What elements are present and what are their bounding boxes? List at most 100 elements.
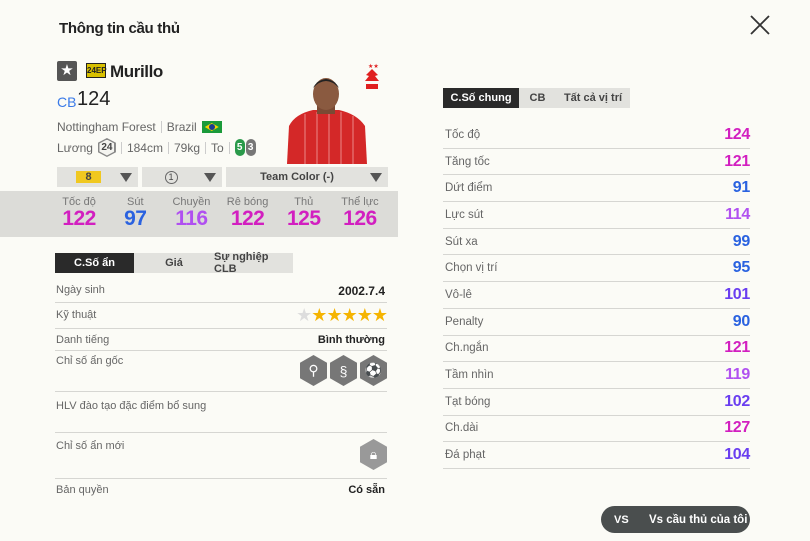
summary-stat-label: Sút <box>127 196 144 208</box>
svg-text:★★: ★★ <box>368 63 379 70</box>
divider <box>205 141 206 154</box>
summary-stat: Thể lực 126 <box>334 191 386 237</box>
summary-stat: Tốc độ 122 <box>53 191 105 237</box>
stat-label: Ch.ngắn <box>445 342 489 355</box>
label: Chỉ số ẩn mới <box>56 440 125 452</box>
divider <box>160 121 162 133</box>
tab[interactable]: Sự nghiệp CLB <box>214 251 293 275</box>
stat-value: 104 <box>724 446 750 464</box>
trait-icon-long-throw[interactable]: ⚲ <box>300 355 327 386</box>
team-color-dropdown[interactable]: Team Color (-) <box>226 167 388 187</box>
chevron-down-icon <box>370 173 382 182</box>
summary-stat-value: 125 <box>287 207 321 230</box>
club-nation-line: Nottingham Forest Brazil <box>57 120 222 134</box>
salary-label: Lương <box>57 140 93 155</box>
tab[interactable]: C.Số chung <box>443 88 519 108</box>
stat-value: 114 <box>725 205 750 223</box>
stats-list: Tốc độ 124 Tăng tốc 121 Dứt điểm 91 Lực sút 114… <box>443 122 750 469</box>
stat-label: Sút xa <box>445 235 478 248</box>
height: 184cm <box>126 140 163 155</box>
divider <box>228 141 230 154</box>
stat-label: Penalty <box>445 315 484 328</box>
row-coach: HLV đào tạo đặc điểm bổ sung <box>55 392 387 433</box>
row-reputation: Danh tiếng Bình thường <box>55 329 387 351</box>
skill-stars: ★★★★★★ <box>296 305 388 326</box>
stat-row: Tốc độ 124 <box>443 122 750 149</box>
stat-value: 102 <box>724 392 750 410</box>
summary-stat-value: 97 <box>124 207 147 230</box>
tab[interactable]: Tất cả vị trí <box>556 88 630 108</box>
season-badge: 24EP <box>86 63 107 78</box>
upgrade-level-dropdown[interactable]: 8 <box>57 167 138 187</box>
license-value: Có sẵn <box>348 484 385 496</box>
summary-stat-label: Thể lực <box>341 196 379 208</box>
star-icon: ★ <box>311 305 327 325</box>
label: Kỹ thuật <box>56 309 97 321</box>
tab[interactable]: CB <box>519 88 556 108</box>
stat-label: Vô-lê <box>445 288 472 301</box>
weight: 79kg <box>173 140 200 155</box>
body-type: To <box>211 140 224 155</box>
label: Chỉ số ẩn gốc <box>56 355 124 367</box>
level-value: 1 <box>164 170 178 184</box>
stat-value: 119 <box>725 366 750 384</box>
summary-stat-label: Rê bóng <box>226 196 269 208</box>
star-icon: ★ <box>371 305 388 325</box>
club-crest-icon: ★★ <box>365 63 379 89</box>
summary-stat-value: 126 <box>343 207 377 230</box>
stat-row: Penalty 90 <box>443 309 750 336</box>
stat-label: Tầm nhìn <box>445 369 494 382</box>
player-overall: 124 <box>77 88 111 110</box>
star-icon: ★ <box>326 305 342 325</box>
row-traits: Chỉ số ẩn gốc ⚲ § ⚽ <box>55 351 387 392</box>
stat-row: Tầm nhìn 119 <box>443 362 750 389</box>
stat-row: Tạt bóng 102 <box>443 389 750 416</box>
stat-value: 99 <box>732 232 751 250</box>
tab[interactable]: C.Số ẩn <box>55 253 134 273</box>
summary-stat-value: 122 <box>230 207 265 230</box>
summary-stats: Tốc độ 122 Sút 97 Chuyền 116 Rê bóng 122 Thủ 125 T… <box>0 191 398 237</box>
stat-label: Dứt điểm <box>445 182 493 195</box>
stat-label: Tốc độ <box>445 128 481 141</box>
star-icon: ★ <box>341 305 358 325</box>
right-tabs: C.Số chung CB Tất cả vị trí <box>443 88 630 108</box>
stat-row: Dứt điểm 91 <box>443 175 750 203</box>
close-icon[interactable] <box>749 14 771 36</box>
level-dropdown[interactable]: 1 <box>142 167 222 187</box>
summary-stat-label: Tốc độ <box>62 196 96 208</box>
label: HLV đào tạo đặc điểm bổ sung <box>56 400 207 412</box>
player-photo <box>287 78 367 164</box>
summary-stat-value: 122 <box>62 207 96 230</box>
stat-label: Tạt bóng <box>445 395 491 408</box>
stat-row: Ch.ngắn 121 <box>443 336 750 363</box>
nation-name: Brazil <box>166 120 197 134</box>
club-name: Nottingham Forest <box>57 120 156 134</box>
stat-value: 95 <box>732 259 751 277</box>
row-new-traits: Chỉ số ẩn mới 🔒︎ <box>55 433 387 479</box>
trait-icon-flair-snake[interactable]: § <box>330 355 357 386</box>
summary-stat-label: Chuyền <box>172 196 211 208</box>
left-foot-badge: 5 <box>234 139 245 156</box>
star-icon: ★ <box>296 305 312 325</box>
chevron-down-icon <box>204 173 216 182</box>
lock-icon[interactable]: 🔒︎ <box>360 439 387 470</box>
player-position: CB <box>57 94 77 110</box>
row-skill: Kỹ thuật ★★★★★★ <box>55 303 388 329</box>
compare-label: Vs cầu thủ của tôi <box>649 513 748 526</box>
summary-stat: Rê bóng 122 <box>222 191 274 237</box>
divider <box>120 141 122 154</box>
favorite-star-icon[interactable]: ★ <box>57 61 77 81</box>
stat-row: Ch.dài 127 <box>443 416 750 443</box>
reputation-value: Bình thường <box>317 334 385 346</box>
summary-stat: Chuyền 116 <box>165 191 217 237</box>
compare-button[interactable]: VS Vs cầu thủ của tôi <box>601 506 750 533</box>
left-tabs: C.Số ẩn Giá Sự nghiệp CLB <box>55 251 293 275</box>
tab[interactable]: Giá <box>134 253 214 273</box>
summary-stat-value: 116 <box>175 207 208 230</box>
stat-row: Chọn vị trí 95 <box>443 255 751 283</box>
star-icon: ★ <box>356 305 373 325</box>
trait-icon-power-header[interactable]: ⚽ <box>360 355 387 386</box>
label: Ngày sinh <box>56 284 105 296</box>
row-birthdate: Ngày sinh 2002.7.4 <box>55 280 387 303</box>
birthdate-value: 2002.7.4 <box>338 284 385 298</box>
